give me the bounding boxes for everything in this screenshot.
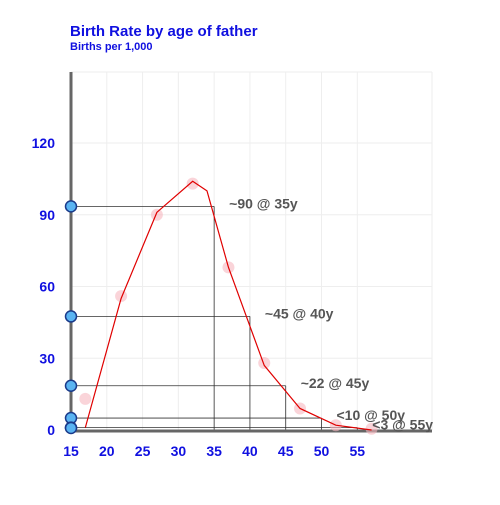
scatter-point bbox=[115, 290, 128, 303]
y-axis-marker bbox=[64, 200, 78, 213]
chart-subtitle: Births per 1,000 bbox=[70, 41, 153, 53]
x-tick-label: 20 bbox=[99, 443, 115, 459]
y-axis-marker bbox=[64, 379, 78, 393]
annotation-label: ~22 @ 45y bbox=[301, 375, 370, 391]
x-tick-label: 45 bbox=[278, 443, 294, 459]
guide-lines-layer bbox=[71, 205, 358, 430]
scatter-point bbox=[150, 208, 163, 221]
grid-layer bbox=[71, 71, 433, 430]
scatter-point bbox=[258, 357, 271, 370]
axis-layer: 0 30 60 90 120 15 20 25 30 35 40 45 50 55 bbox=[32, 72, 432, 459]
scatter-point bbox=[365, 422, 378, 435]
chart-title: Birth Rate by age of father bbox=[70, 23, 258, 40]
annotation-label: ~45 @ 40y bbox=[265, 305, 334, 321]
annotation-label: <10 @ 50y bbox=[337, 407, 406, 423]
y-tick-label: 0 bbox=[47, 422, 55, 438]
y-tick-label: 120 bbox=[32, 135, 56, 151]
scatter-point bbox=[79, 392, 92, 405]
x-tick-label: 40 bbox=[242, 443, 258, 459]
y-axis-marker bbox=[64, 421, 78, 435]
y-tick-label: 90 bbox=[39, 207, 55, 223]
scatter-point bbox=[186, 177, 199, 190]
birth-rate-line bbox=[84, 180, 372, 431]
y-axis-marker bbox=[64, 310, 78, 323]
x-tick-label: 30 bbox=[171, 443, 187, 459]
x-tick-label: 55 bbox=[349, 443, 365, 459]
x-tick-label: 15 bbox=[63, 443, 79, 459]
annotation-label: ~90 @ 35y bbox=[229, 195, 298, 211]
label-layer: ~90 @ 35y ~45 @ 40y ~22 @ 45y <10 @ 50y<3 @… bbox=[229, 195, 433, 432]
data-layer bbox=[64, 177, 378, 435]
y-tick-label: 30 bbox=[39, 350, 55, 366]
x-tick-label: 25 bbox=[135, 443, 151, 459]
x-tick-label: 50 bbox=[314, 443, 330, 459]
x-tick-label: 35 bbox=[206, 443, 222, 459]
y-tick-label: 60 bbox=[39, 279, 55, 295]
annotation-label: <3 @ 55y bbox=[372, 417, 433, 433]
